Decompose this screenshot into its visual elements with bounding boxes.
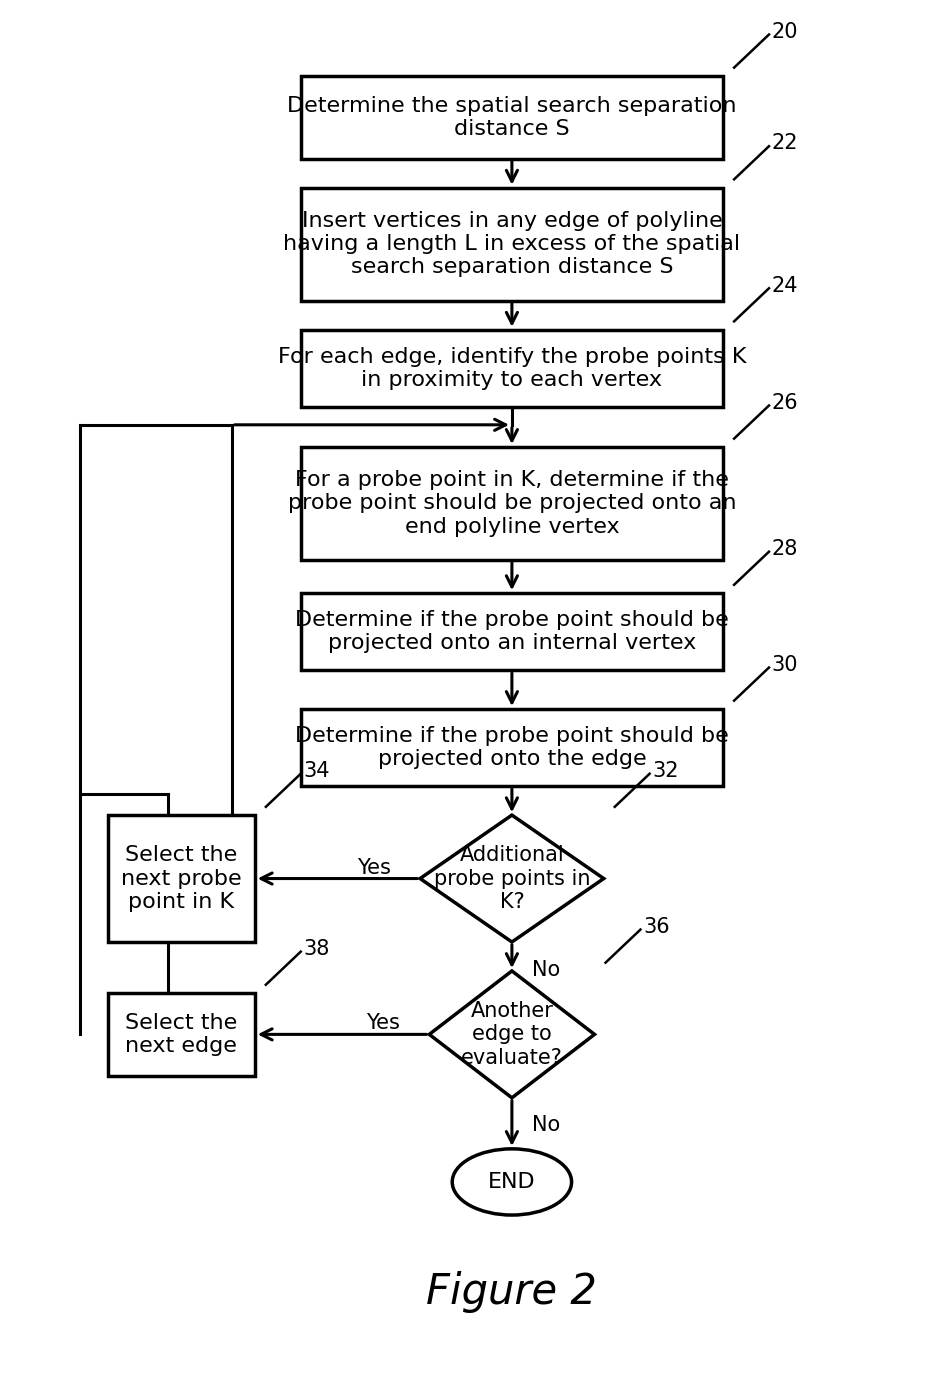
Text: 20: 20 xyxy=(772,22,798,42)
FancyBboxPatch shape xyxy=(301,75,723,159)
Text: No: No xyxy=(532,1116,560,1135)
Text: 22: 22 xyxy=(772,134,798,153)
Text: Yes: Yes xyxy=(357,858,391,878)
Text: Determine if the probe point should be
projected onto the edge: Determine if the probe point should be p… xyxy=(295,726,729,769)
Text: 32: 32 xyxy=(652,761,678,781)
Text: 24: 24 xyxy=(772,276,798,295)
Text: END: END xyxy=(488,1172,536,1192)
FancyBboxPatch shape xyxy=(301,188,723,301)
Polygon shape xyxy=(430,971,595,1098)
Text: For each edge, identify the probe points K
in proximity to each vertex: For each edge, identify the probe points… xyxy=(278,347,747,390)
Text: Select the
next probe
point in K: Select the next probe point in K xyxy=(121,846,241,912)
FancyBboxPatch shape xyxy=(301,709,723,786)
Text: Additional
probe points in
K?: Additional probe points in K? xyxy=(433,846,590,912)
Text: 28: 28 xyxy=(772,539,798,559)
FancyBboxPatch shape xyxy=(301,447,723,560)
Text: Another
edge to
evaluate?: Another edge to evaluate? xyxy=(461,1002,563,1067)
Text: Select the
next edge: Select the next edge xyxy=(125,1013,238,1056)
Text: Determine if the probe point should be
projected onto an internal vertex: Determine if the probe point should be p… xyxy=(295,610,729,653)
Text: Insert vertices in any edge of polyline
having a length L in excess of the spati: Insert vertices in any edge of polyline … xyxy=(283,210,740,277)
Text: Yes: Yes xyxy=(366,1013,401,1034)
Text: No: No xyxy=(532,960,560,979)
Text: 38: 38 xyxy=(304,939,330,958)
Text: Figure 2: Figure 2 xyxy=(427,1272,597,1314)
FancyBboxPatch shape xyxy=(108,993,254,1075)
FancyBboxPatch shape xyxy=(301,330,723,407)
Polygon shape xyxy=(420,815,604,942)
FancyBboxPatch shape xyxy=(108,815,254,942)
Text: For a probe point in K, determine if the
probe point should be projected onto an: For a probe point in K, determine if the… xyxy=(288,471,736,536)
Text: 36: 36 xyxy=(643,917,670,937)
Text: 34: 34 xyxy=(304,761,330,781)
Text: Determine the spatial search separation
distance S: Determine the spatial search separation … xyxy=(287,96,736,139)
Ellipse shape xyxy=(452,1149,571,1215)
FancyBboxPatch shape xyxy=(301,593,723,670)
Text: 26: 26 xyxy=(772,393,799,412)
Text: 30: 30 xyxy=(772,655,798,674)
